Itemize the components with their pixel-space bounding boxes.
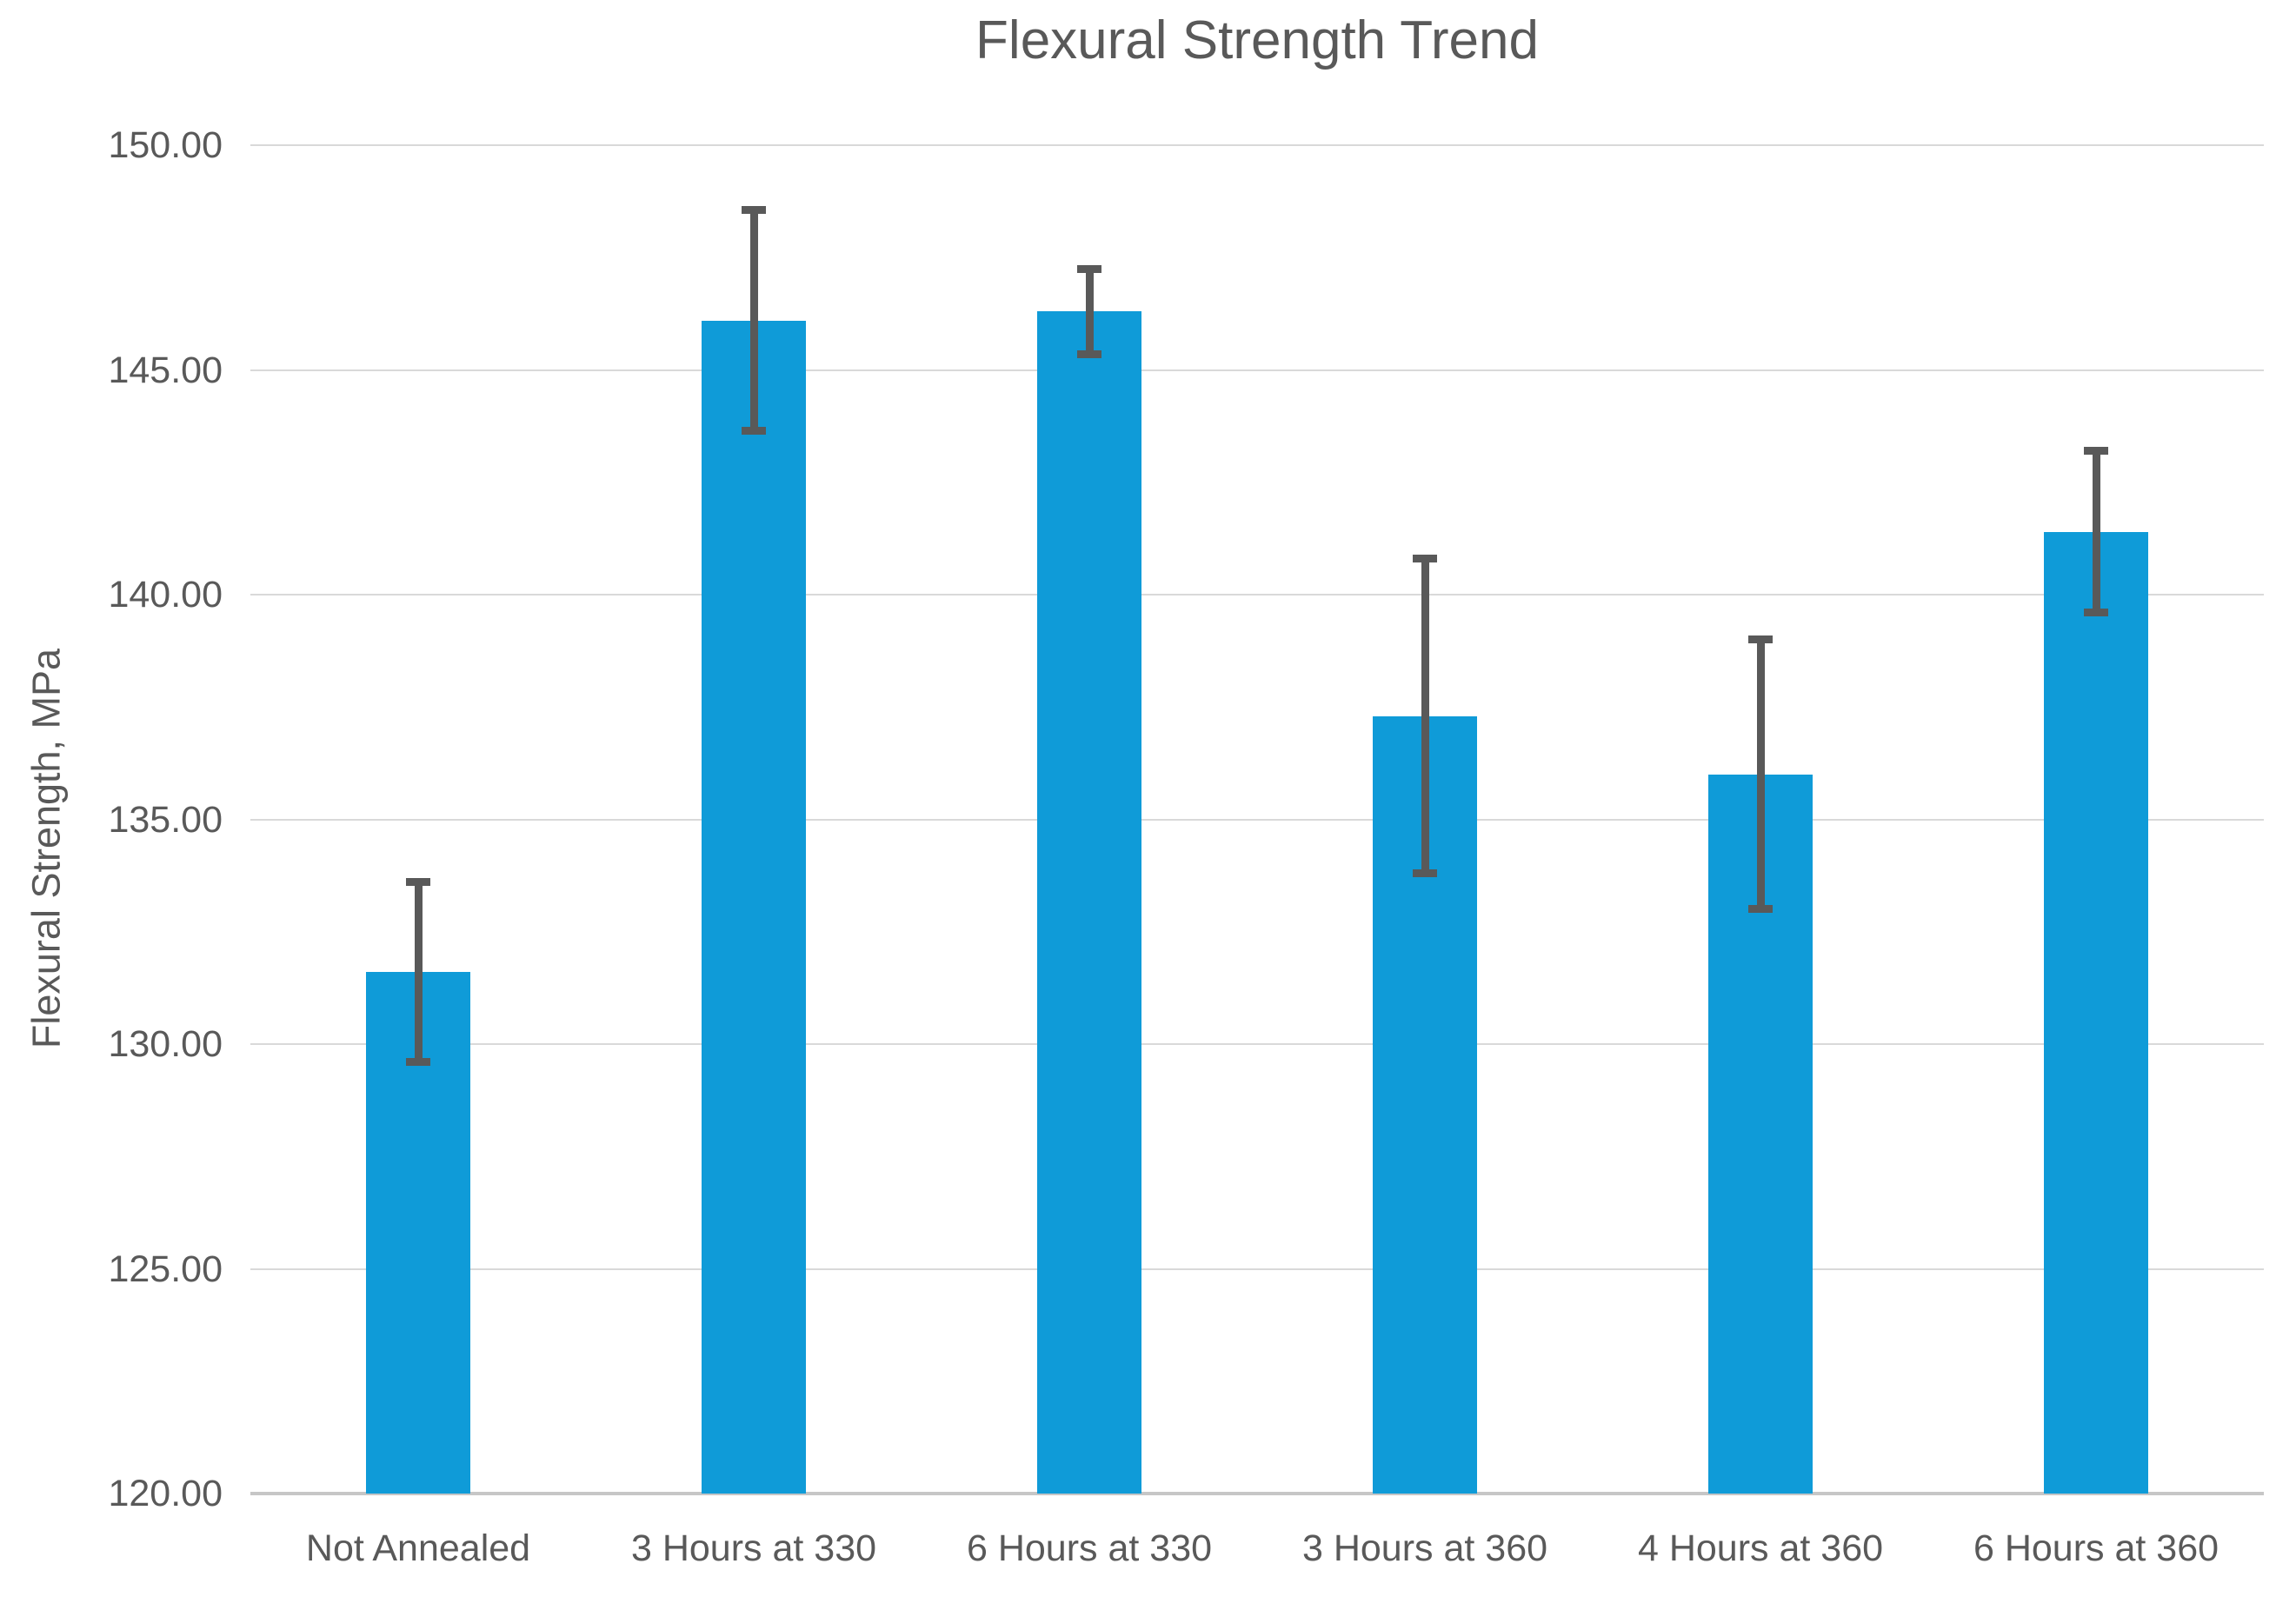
error-bar-line [1085,269,1094,355]
chart-title: Flexural Strength Trend [975,10,1539,70]
y-tick-label: 120.00 [108,1473,223,1514]
error-bar-line [1756,639,1765,909]
error-bar-cap [1748,635,1773,644]
gridline [250,1268,2264,1270]
error-bar-line [2092,450,2100,613]
error-bar-cap [1077,264,1101,273]
bar [1037,311,1141,1494]
y-tick-label: 145.00 [108,349,223,391]
y-tick-label: 135.00 [108,798,223,841]
x-tick-label: 4 Hours at 360 [1637,1527,1884,1569]
error-bar-line [749,210,758,431]
error-bar-line [414,882,423,1062]
error-bar-cap [1748,905,1773,914]
error-bar-cap [2084,609,2108,617]
error-bar-line [1421,558,1429,874]
x-tick-label: 6 Hours at 360 [1973,1527,2219,1569]
y-tick-label: 125.00 [108,1248,223,1290]
x-axis-ticks: Not Annealed 3 Hours at 330 6 Hours at 330… [250,1527,2264,1579]
bar [702,320,806,1494]
y-tick-label: 130.00 [108,1023,223,1065]
y-tick-label: 140.00 [108,574,223,616]
gridline [250,594,2264,596]
error-bar-cap [742,206,766,215]
gridline [250,818,2264,821]
bar [2044,531,2148,1494]
gridline [250,1043,2264,1045]
x-tick-label: Not Annealed [305,1527,531,1569]
error-bar-cap [742,426,766,435]
x-tick-label: 3 Hours at 360 [1301,1527,1548,1569]
x-tick-label: 3 Hours at 330 [630,1527,877,1569]
x-axis-line [250,1492,2264,1495]
plot-area [250,144,2264,1495]
error-bar-cap [406,878,430,887]
error-bar-cap [1413,555,1437,563]
y-axis-ticks: 150.00 145.00 140.00 135.00 130.00 125.00 120.… [0,124,223,1514]
error-bar-cap [1077,349,1101,358]
gridline [250,144,2264,146]
x-tick-label: 6 Hours at 330 [966,1527,1213,1569]
gridline [250,369,2264,371]
error-bar-cap [1413,869,1437,878]
y-tick-label: 150.00 [108,124,223,166]
error-bar-cap [2084,447,2108,456]
error-bar-cap [406,1058,430,1067]
